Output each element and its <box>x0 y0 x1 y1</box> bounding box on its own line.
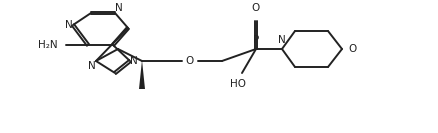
Text: N: N <box>278 35 286 45</box>
Text: P: P <box>253 35 259 45</box>
Text: O: O <box>252 3 260 13</box>
Text: O: O <box>186 56 194 66</box>
Text: O: O <box>348 44 356 54</box>
Text: N: N <box>130 56 138 66</box>
Text: H₂N: H₂N <box>39 40 58 50</box>
Text: N: N <box>115 3 123 13</box>
Polygon shape <box>139 61 145 89</box>
Text: HO: HO <box>230 79 246 89</box>
Text: N: N <box>88 61 96 71</box>
Text: N: N <box>65 20 73 30</box>
